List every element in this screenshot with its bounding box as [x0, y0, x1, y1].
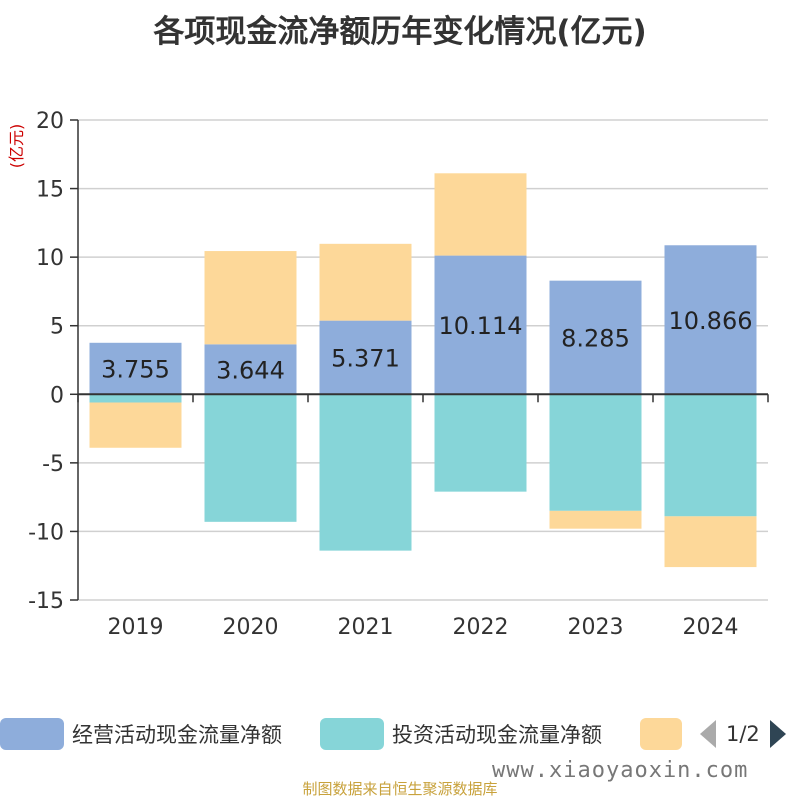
- watermark: www.xiaoyaoxin.com: [492, 758, 749, 783]
- y-tick-label: 5: [50, 315, 64, 340]
- bar-value-label: 8.285: [561, 324, 630, 352]
- bar-value-label: 3.644: [216, 356, 285, 384]
- legend-prev-arrow-icon[interactable]: [700, 720, 716, 748]
- bar-segment: [434, 394, 527, 492]
- bar-segment: [549, 280, 642, 395]
- bar-value-label: 5.371: [331, 344, 400, 372]
- y-tick-label: 15: [36, 178, 64, 203]
- legend-next-arrow-icon[interactable]: [769, 720, 786, 748]
- x-tick-label: 2024: [683, 615, 739, 640]
- y-tick-label: -15: [28, 589, 64, 614]
- bar-value-label: 10.114: [439, 312, 523, 340]
- y-tick-label: -5: [42, 452, 64, 477]
- legend-swatch-third: [640, 718, 682, 750]
- bar-segment: [319, 394, 412, 551]
- x-tick-label: 2020: [223, 615, 279, 640]
- bar-segment: [664, 394, 757, 517]
- bar-segment: [204, 394, 297, 522]
- legend-swatch-operating: [0, 718, 64, 750]
- x-tick-label: 2023: [568, 615, 624, 640]
- y-tick-label: -10: [28, 520, 64, 545]
- bar-segment: [664, 245, 757, 395]
- bar-segment: [204, 344, 297, 395]
- bar-value-label: 10.866: [669, 307, 753, 335]
- y-tick-label: 20: [36, 109, 64, 134]
- bar-segment: [319, 320, 412, 395]
- bar-segment: [89, 402, 182, 448]
- chart-title: 各项现金流净额历年变化情况(亿元): [153, 14, 647, 50]
- x-tick-label: 2021: [338, 615, 394, 640]
- legend-label-investing: 投资活动现金流量净额: [392, 723, 602, 747]
- bar-segment: [89, 394, 182, 403]
- bar-value-label: 3.755: [101, 356, 170, 384]
- source-note: 制图数据来自恒生聚源数据库: [302, 780, 498, 798]
- y-tick-label: 0: [50, 383, 64, 408]
- legend-item-third[interactable]: [640, 716, 682, 752]
- bar-segment: [434, 255, 527, 395]
- legend-label-operating: 经营活动现金流量净额: [72, 723, 282, 747]
- bar-segment: [664, 516, 757, 568]
- bar-segment: [549, 510, 642, 529]
- x-tick-label: 2019: [108, 615, 164, 640]
- legend-swatch-investing: [320, 718, 384, 750]
- bar-segment: [434, 173, 527, 256]
- bar-segment: [204, 251, 297, 345]
- bar-segment: [319, 243, 412, 321]
- legend-item-operating[interactable]: 经营活动现金流量净额: [0, 716, 282, 752]
- legend-item-investing[interactable]: 投资活动现金流量净额: [320, 716, 602, 752]
- y-axis-label: (亿元): [7, 124, 26, 169]
- legend-pager: 1/2: [700, 716, 786, 752]
- x-tick-label: 2022: [453, 615, 509, 640]
- bar-segment: [89, 342, 182, 395]
- y-tick-label: 10: [36, 246, 64, 271]
- legend-page-indicator: 1/2: [726, 722, 760, 746]
- bar-segment: [549, 394, 642, 511]
